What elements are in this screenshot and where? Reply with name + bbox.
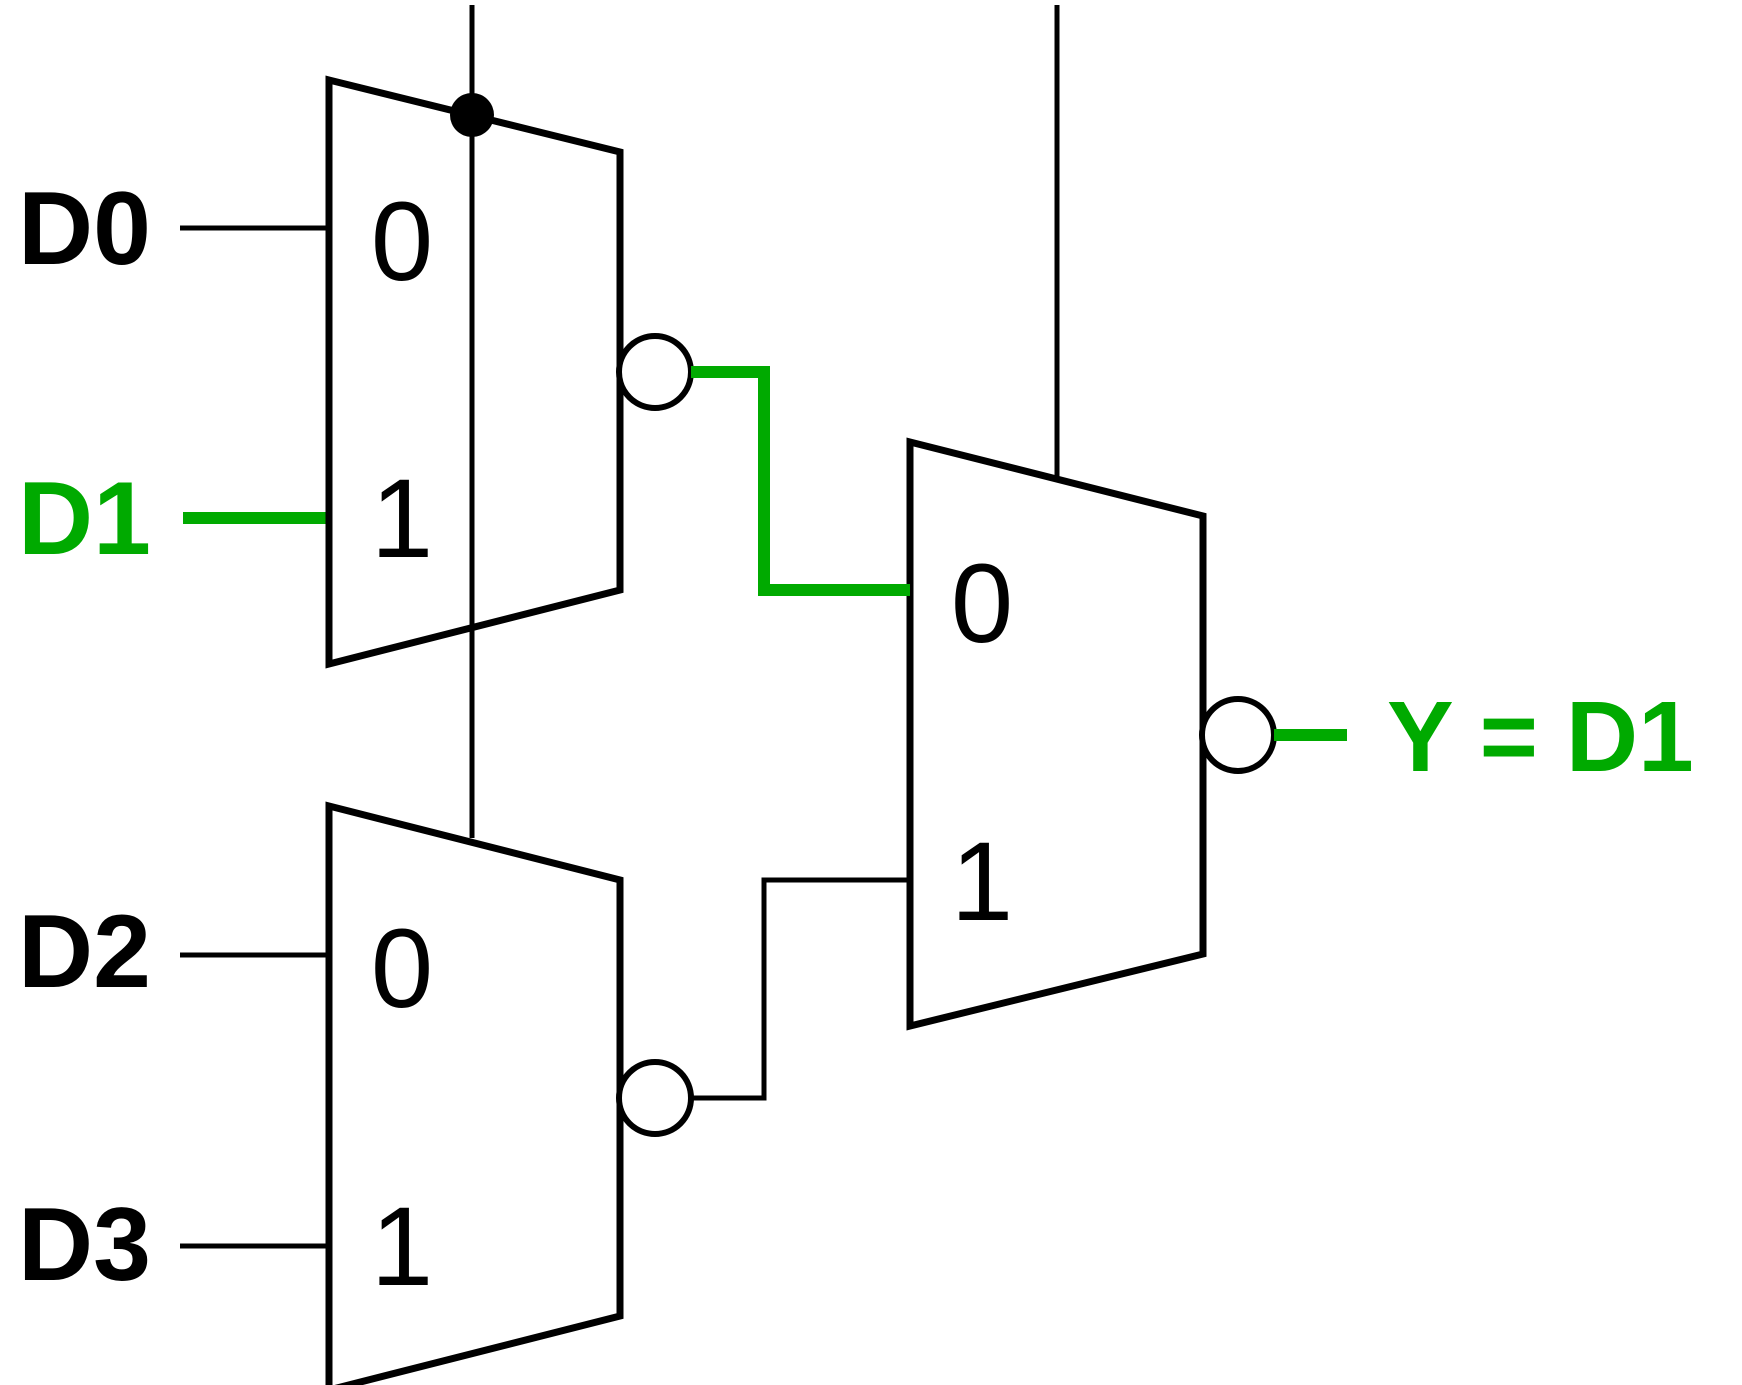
mux-bottom bbox=[325, 801, 624, 1385]
wire-bottom-to-final bbox=[691, 877, 910, 1101]
mux-bottom-inverter-bubble bbox=[616, 1059, 694, 1137]
mux-final-port-1: 1 bbox=[951, 819, 1013, 944]
mux-final-port-0: 0 bbox=[951, 541, 1013, 666]
mux-final bbox=[906, 437, 1207, 1031]
input-label-d0: D0 bbox=[18, 171, 151, 287]
mux-top-port-0: 0 bbox=[371, 179, 433, 304]
output-label: Y = D1 bbox=[1387, 681, 1694, 793]
mux-bottom-port-0: 0 bbox=[371, 906, 433, 1031]
input-label-d3: D3 bbox=[18, 1187, 151, 1303]
mux-final-inverter-bubble bbox=[1199, 696, 1277, 774]
wire-top-to-final bbox=[691, 366, 910, 596]
input-label-d2: D2 bbox=[18, 894, 151, 1010]
mux-top-port-1: 1 bbox=[371, 456, 433, 581]
input-label-d1: D1 bbox=[18, 461, 151, 577]
junction-dot bbox=[450, 93, 494, 137]
mux-top-inverter-bubble bbox=[616, 333, 694, 411]
mux-bottom-port-1: 1 bbox=[371, 1184, 433, 1309]
